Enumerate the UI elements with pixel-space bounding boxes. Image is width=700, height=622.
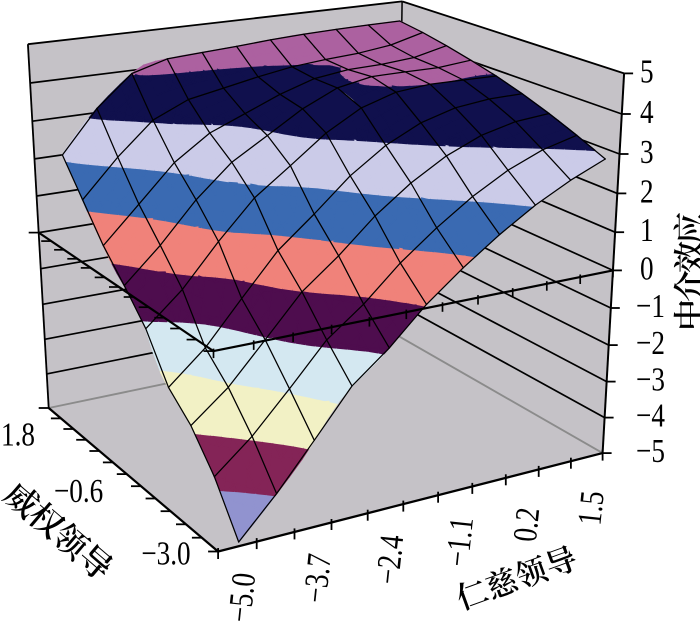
svg-text:−0.6: −0.6	[54, 472, 103, 510]
svg-text:0.2: 0.2	[506, 506, 547, 544]
svg-text:1.5: 1.5	[571, 489, 612, 527]
svg-text:−3: −3	[636, 361, 665, 399]
svg-text:3: 3	[640, 133, 654, 171]
svg-text:−2.4: −2.4	[369, 533, 411, 586]
svg-text:4: 4	[640, 93, 654, 131]
svg-text:−3.7: −3.7	[296, 552, 338, 605]
svg-text:1.8: 1.8	[1, 416, 35, 454]
svg-text:−3.0: −3.0	[141, 535, 190, 573]
svg-text:−2: −2	[636, 324, 665, 362]
svg-text:1: 1	[640, 211, 654, 249]
svg-text:0: 0	[640, 250, 654, 288]
svg-text:5: 5	[640, 53, 654, 91]
svg-text:−5: −5	[636, 432, 665, 470]
svg-text:−5.0: −5.0	[220, 571, 262, 622]
svg-text:−1.1: −1.1	[438, 515, 480, 568]
svg-text:−4: −4	[636, 397, 665, 435]
svg-text:2: 2	[640, 173, 654, 211]
svg-text:−1: −1	[636, 287, 665, 325]
